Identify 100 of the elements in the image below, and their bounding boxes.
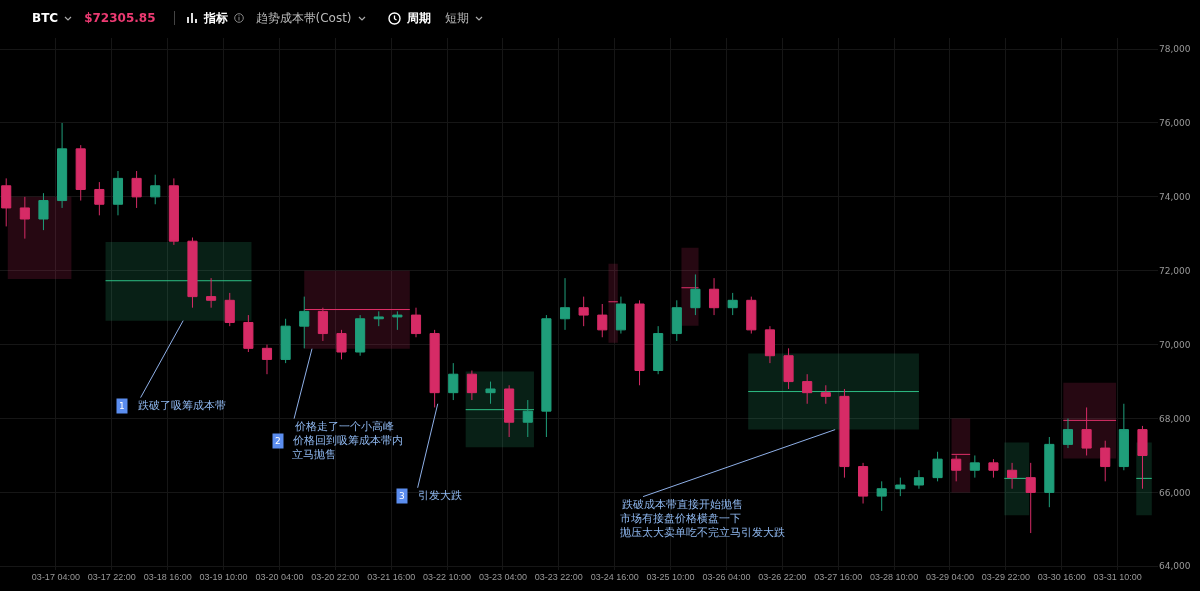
candlestick [355, 314, 366, 357]
candlestick [280, 318, 291, 364]
x-tick-label: 03-23 22:00 [534, 572, 583, 582]
x-tick-label: 03-29 22:00 [981, 572, 1030, 582]
annotation: 跌破了吸筹成本带 [138, 399, 226, 412]
candlestick [1062, 418, 1074, 449]
candlestick [1044, 436, 1055, 508]
x-tick-label: 03-30 16:00 [1037, 572, 1086, 582]
y-tick-label: 68,000 [1159, 413, 1191, 424]
candlestick [653, 325, 664, 375]
x-tick-label: 03-17 04:00 [31, 572, 80, 582]
candlestick [858, 462, 869, 504]
annotation: 市场有接盘价格横盘一下 [620, 512, 741, 525]
candlestick [243, 314, 254, 353]
x-tick-label: 03-21 16:00 [367, 572, 416, 582]
candlestick [1118, 403, 1129, 471]
candlestick [448, 362, 459, 401]
annotation: 立马抛售 [292, 448, 336, 461]
annotation: 1 [119, 401, 125, 411]
annotation: 引发大跌 [418, 489, 462, 502]
candlestick [559, 277, 571, 331]
candlestick [336, 329, 347, 360]
annotation: 2 [275, 436, 281, 446]
candlestick [895, 477, 906, 497]
candlestick [150, 174, 161, 205]
x-tick-label: 03-28 10:00 [870, 572, 919, 582]
candlestick [839, 388, 850, 479]
candlestick [485, 381, 496, 405]
annotation: 价格走了一个小高峰 [294, 420, 394, 433]
x-tick-label: 03-20 04:00 [255, 572, 304, 582]
candlestick [1, 177, 12, 227]
candlestick [690, 273, 701, 316]
candlestick [206, 277, 217, 309]
candlestick [746, 296, 757, 335]
candlestick [224, 292, 235, 327]
chart-title: BTC [32, 11, 59, 25]
y-tick-label: 70,000 [1159, 339, 1191, 350]
candlestick [261, 344, 273, 375]
candlestick [802, 373, 813, 405]
x-tick-label: 03-27 16:00 [814, 572, 863, 582]
annotation: 价格回到吸筹成本带内 [292, 434, 403, 447]
candlestick [727, 292, 738, 316]
text: 趋势成本带(Cost) [255, 9, 352, 27]
candlestick [708, 277, 720, 316]
y-tick-label: 72,000 [1159, 265, 1191, 276]
candlestick [541, 314, 552, 438]
y-tick-label: 64,000 [1159, 561, 1191, 572]
candlestick [466, 370, 477, 401]
annotation: 3 [399, 491, 405, 501]
candlestick [820, 384, 831, 405]
y-tick-label: 66,000 [1159, 487, 1191, 498]
candlestick [57, 122, 68, 209]
y-tick-label: 74,000 [1159, 192, 1191, 203]
x-tick-label: 03-26 22:00 [758, 572, 807, 582]
candlestick [988, 458, 999, 479]
candlestick [764, 325, 775, 364]
candlestick [783, 347, 794, 390]
candlestick [913, 469, 925, 490]
text: 指标 [203, 9, 228, 27]
candlestick [299, 296, 310, 349]
x-tick-label: 03-19 10:00 [199, 572, 248, 582]
candlestick [1100, 440, 1111, 482]
x-tick-label: 03-18 16:00 [143, 572, 192, 582]
candlestick [429, 329, 440, 408]
candlestick [671, 299, 682, 342]
candlestick [504, 384, 515, 438]
x-tick-label: 03-24 16:00 [590, 572, 639, 582]
candlestick [1025, 462, 1036, 534]
candlestick [373, 310, 384, 327]
candlestick [876, 480, 887, 512]
x-tick-label: 03-17 22:00 [87, 572, 136, 582]
candlestick [19, 196, 30, 240]
candlestick [94, 181, 105, 216]
candlestick [168, 177, 179, 246]
candlestick [522, 399, 533, 438]
x-tick-label: 03-22 10:00 [423, 572, 472, 582]
y-tick-label: 78,000 [1159, 44, 1191, 55]
candlestick [75, 144, 86, 202]
x-tick-label: 03-25 10:00 [646, 572, 695, 582]
candlestick [187, 237, 198, 309]
candlestick [932, 451, 943, 482]
candlestick [392, 310, 403, 331]
annotation: 抛压太大卖单吃不完立马引发大跌 [620, 526, 785, 539]
candlestick [1007, 462, 1018, 490]
x-tick-label: 03-29 04:00 [925, 572, 975, 582]
x-tick-label: 03-26 04:00 [702, 572, 751, 582]
candlestick [112, 170, 124, 216]
candlestick [38, 192, 49, 231]
candlestick [634, 299, 645, 386]
annotation: 跌破成本带直接开始抛售 [622, 498, 743, 511]
x-tick-label: 03-23 04:00 [478, 572, 527, 582]
text: 周期 [406, 9, 431, 27]
chart-subtitle: $72305.85 [84, 11, 156, 25]
candlestick [578, 296, 589, 327]
text: 短期 [444, 9, 469, 27]
candlestick [969, 454, 980, 479]
candlestick [131, 170, 142, 209]
y-tick-label: 76,000 [1159, 118, 1191, 129]
candlestick [410, 307, 422, 338]
x-tick-label: 03-20 22:00 [311, 572, 360, 582]
